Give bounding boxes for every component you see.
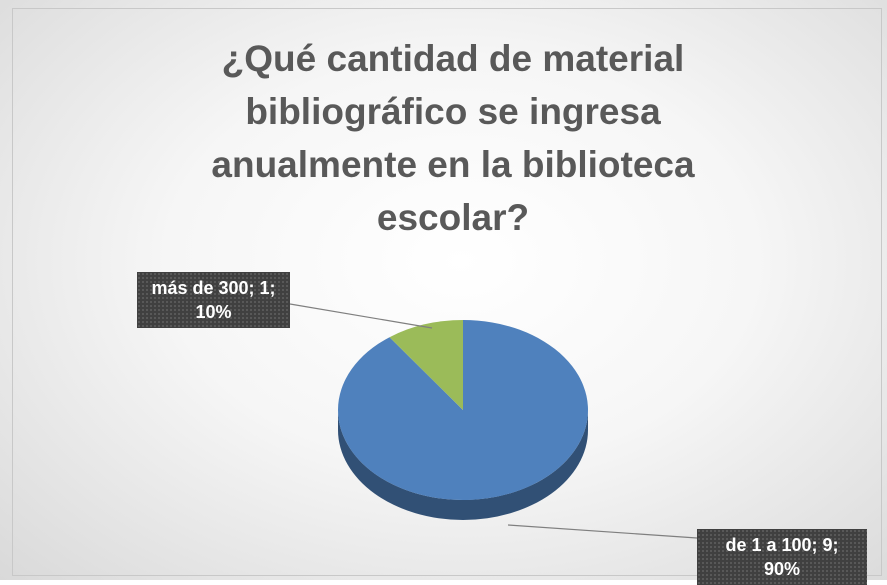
data-label: más de 300; 1; 10% bbox=[137, 272, 290, 328]
leader-line bbox=[507, 524, 698, 539]
leader-line bbox=[289, 303, 433, 329]
pie-slice bbox=[389, 320, 463, 410]
pie-side bbox=[338, 410, 588, 520]
pie-slice bbox=[338, 320, 589, 500]
chart-title: ¿Qué cantidad de material bibliográfico … bbox=[211, 38, 695, 238]
chart-border bbox=[12, 8, 882, 576]
data-label: de 1 a 100; 9; 90% bbox=[697, 529, 867, 585]
